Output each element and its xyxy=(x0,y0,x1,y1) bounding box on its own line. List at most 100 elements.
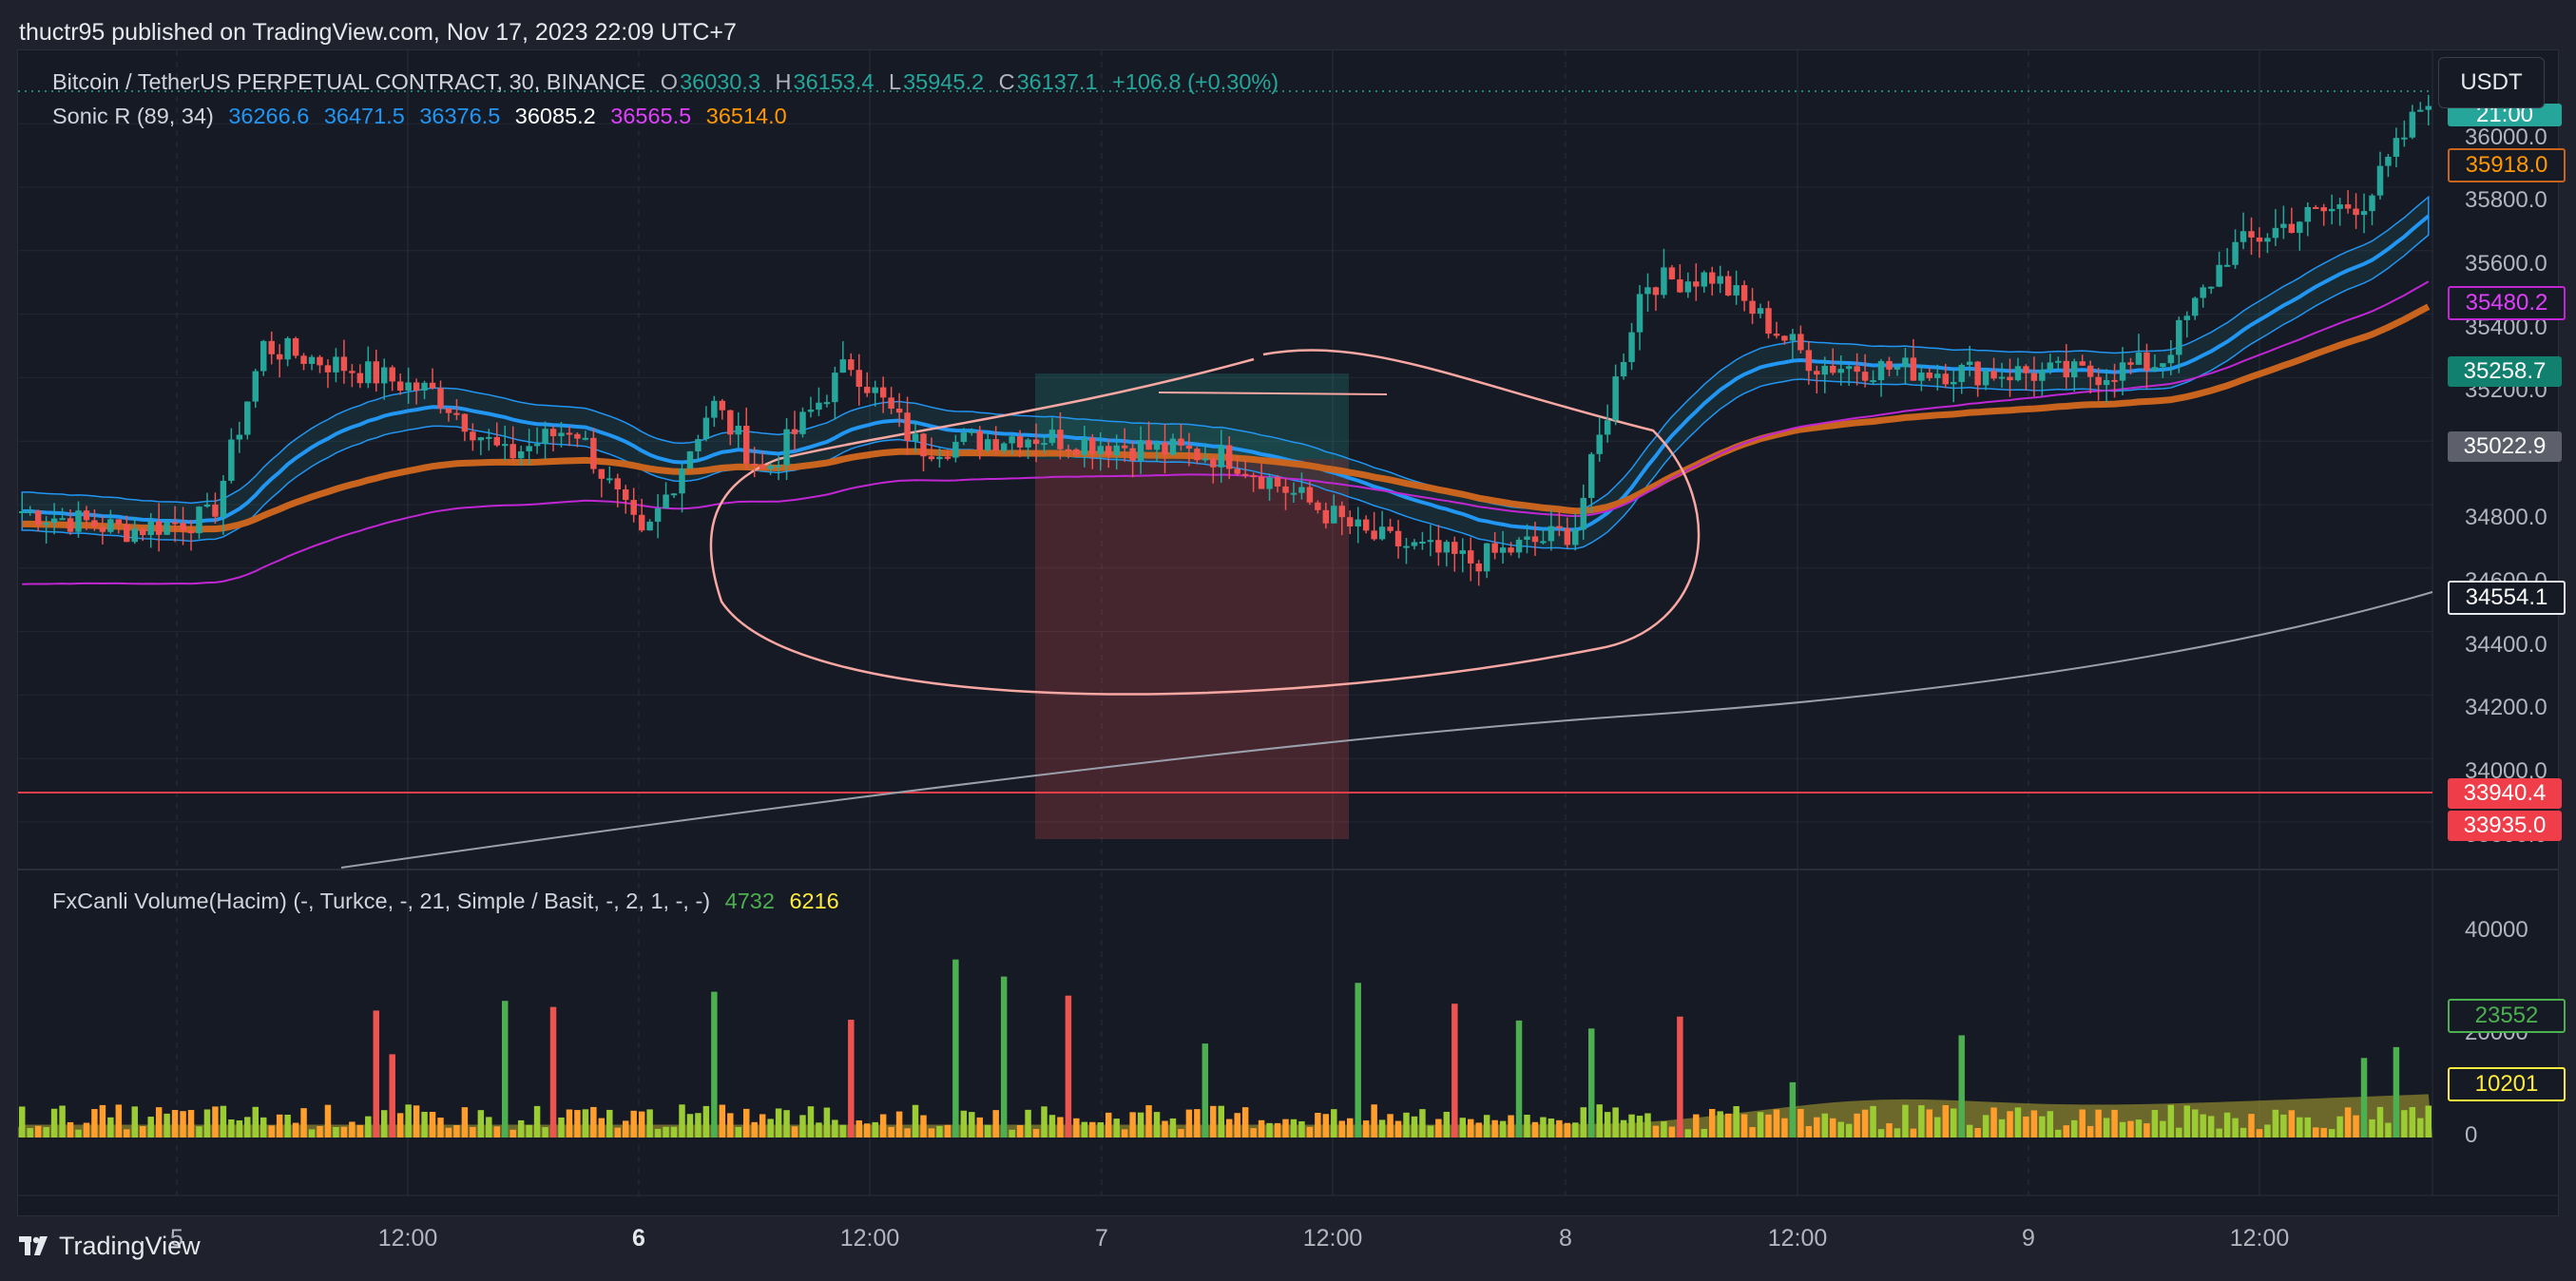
volume-bar xyxy=(1951,1108,1957,1138)
candle-body xyxy=(1113,445,1120,456)
chart-area[interactable]: Bitcoin / TetherUS PERPETUAL CONTRACT, 3… xyxy=(17,49,2566,1252)
volume-bar xyxy=(1652,1125,1660,1138)
candle-body xyxy=(1435,540,1442,553)
volume-bar xyxy=(317,1125,323,1138)
candle-body xyxy=(751,463,758,466)
volume-bar xyxy=(839,1124,847,1138)
chart-canvas[interactable] xyxy=(18,50,2558,1215)
sonic-v2: 36471.5 xyxy=(323,104,405,128)
volume-bar xyxy=(1709,1108,1716,1138)
candle-body xyxy=(131,528,138,543)
candle-body xyxy=(2232,241,2239,265)
volume-bar xyxy=(582,1109,589,1138)
volume-bar xyxy=(1990,1107,1997,1138)
volume-bar xyxy=(1596,1104,1603,1138)
candle-body xyxy=(2200,287,2206,298)
candle-body xyxy=(1886,360,1893,370)
volume-bar xyxy=(2216,1128,2222,1138)
candle-body xyxy=(1468,550,1474,564)
candle-body xyxy=(2135,352,2143,365)
candle-body xyxy=(2167,354,2175,364)
candle-body xyxy=(1234,468,1240,474)
volume-bar xyxy=(1515,1020,1523,1138)
candle-body xyxy=(590,437,597,469)
volume-bar xyxy=(799,1115,806,1138)
volume-bar xyxy=(1628,1114,1635,1138)
volume-tag-green: 23552 xyxy=(2448,999,2566,1033)
candle-body xyxy=(1298,487,1305,493)
volume-bar xyxy=(2223,1112,2231,1138)
volume-bar xyxy=(1757,1112,1764,1138)
candle-body xyxy=(276,354,283,360)
price-axis-label: 34800.0 xyxy=(2465,505,2547,530)
candle-body xyxy=(2127,362,2134,365)
footer-brand[interactable]: TradingView xyxy=(19,1232,201,1261)
volume-bar xyxy=(268,1125,275,1138)
volume-bar xyxy=(1693,1114,1700,1138)
candle-body xyxy=(888,397,894,409)
volume-bar xyxy=(2192,1109,2199,1138)
sonic-v4: 36085.2 xyxy=(514,104,596,128)
candle-body xyxy=(695,439,702,451)
volume-bar xyxy=(791,1126,798,1138)
volume-bar xyxy=(1837,1121,1844,1138)
candle-body xyxy=(2393,138,2400,157)
volume-bar xyxy=(1644,1113,1651,1138)
sonic-v5: 36565.5 xyxy=(610,104,692,128)
candle-body xyxy=(373,361,379,384)
high-label: H xyxy=(775,69,792,94)
volume-bar xyxy=(895,1111,903,1138)
volume-bar xyxy=(1886,1123,1893,1138)
close-value: 36137.1 xyxy=(1016,69,1098,94)
candle-body xyxy=(461,413,469,432)
volume-bar xyxy=(1169,1118,1177,1138)
volume-bar xyxy=(783,1110,790,1138)
volume-bar xyxy=(872,1121,878,1138)
candle-body xyxy=(1315,502,1321,510)
volume-bar xyxy=(155,1107,163,1138)
candle-body xyxy=(75,510,82,532)
ema-89-line xyxy=(22,303,2431,533)
volume-bar xyxy=(2151,1110,2159,1138)
volume-bar xyxy=(2360,1058,2368,1138)
candle-body xyxy=(1620,361,1627,377)
candle-body xyxy=(1274,477,1281,487)
volume-bar xyxy=(566,1109,573,1138)
volume-bar xyxy=(638,1111,645,1138)
candle-body xyxy=(2223,264,2231,267)
candle-body xyxy=(1411,542,1418,546)
volume-bar xyxy=(936,1125,943,1138)
candle-body xyxy=(936,456,943,460)
volume-bar xyxy=(147,1117,154,1138)
candle-body xyxy=(1556,526,1563,528)
volume-bar xyxy=(486,1117,492,1138)
volume-bar xyxy=(1016,1125,1024,1138)
candle-body xyxy=(1201,458,1209,461)
volume-bar xyxy=(2207,1116,2215,1138)
volume-bar xyxy=(2095,1109,2102,1138)
volume-bar xyxy=(140,1126,146,1138)
volume-bar xyxy=(59,1105,66,1138)
volume-bar xyxy=(396,1113,404,1138)
candle-body xyxy=(2256,237,2263,242)
candle-body xyxy=(1129,448,1136,461)
volume-bar xyxy=(349,1121,356,1138)
candle-body xyxy=(526,446,532,451)
candle-body xyxy=(2014,366,2022,381)
candle-body xyxy=(1491,543,1498,553)
currency-selector[interactable]: USDT xyxy=(2438,57,2545,108)
candle-body xyxy=(212,504,219,517)
candle-body xyxy=(1564,527,1571,545)
volume-bar xyxy=(1740,1114,1748,1138)
volume-bar xyxy=(27,1128,33,1138)
candle-body xyxy=(1185,445,1193,449)
candle-body xyxy=(623,488,629,501)
candle-body xyxy=(855,370,862,388)
volume-axis-label: 0 xyxy=(2465,1122,2478,1148)
volume-bar xyxy=(864,1123,871,1138)
candle-body xyxy=(1331,506,1337,524)
volume-bar xyxy=(2055,1129,2062,1138)
volume-bar xyxy=(1556,1119,1563,1138)
volume-bar xyxy=(1845,1123,1853,1138)
volume-bar xyxy=(1724,1113,1732,1138)
